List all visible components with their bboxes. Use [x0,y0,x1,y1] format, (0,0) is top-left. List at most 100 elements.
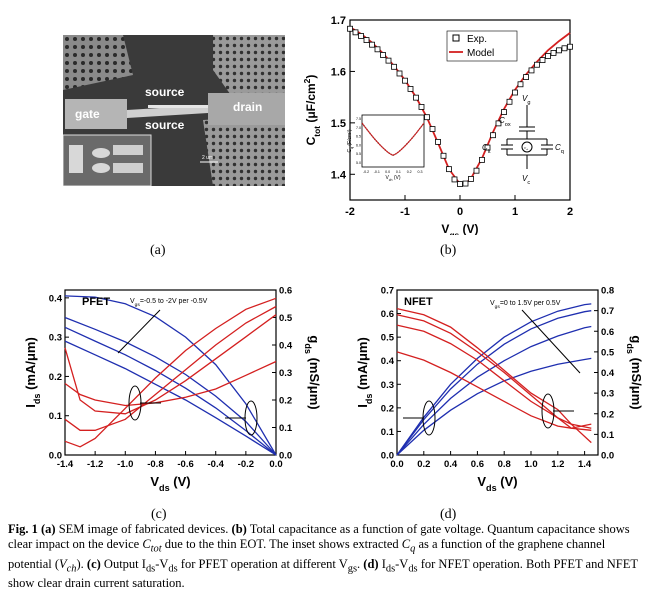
caption-d-text: I [378,556,386,571]
exp-point [462,180,469,187]
y2-tick-label: 0.6 [601,327,614,338]
y-axis-label: Ids (mA/μm) [23,337,42,408]
exp-point [512,89,518,96]
caption-ctot-sub: tot [150,543,162,555]
exp-point [490,132,496,139]
sem-pad-topleft [63,35,133,90]
gds-curve [396,307,592,444]
caption-cq: C [401,537,411,551]
caption-c-text3: for PFET operation at different V [177,556,348,571]
y-tick-label: 0.0 [381,451,394,462]
exp-point [473,167,480,174]
device-tag: NFET [404,296,433,308]
inset-y-tick-label: 7.5 [356,117,361,121]
y2-tick-label: 0.3 [601,389,614,400]
y-tick-label: 0.3 [49,333,62,344]
vch-source [521,141,533,153]
y-tick-label: 1.7 [331,15,346,27]
caption-d: (d) [363,556,379,571]
sem-label-scale: 2 um [202,155,213,161]
exp-point [545,53,551,59]
circuit-cq-label: Cq [555,143,564,155]
inset-x-tick-label: -0.1 [374,170,380,174]
sem-image: gate source drain source 2 um [63,35,285,186]
caption-vch: V [59,556,67,571]
y2-axis-label: gds (mS/μm) [625,335,644,409]
exp-point [556,47,562,54]
y2-tick-label: 0.0 [601,451,614,462]
caption-b: (b) [231,522,247,536]
ids-curve [396,303,592,456]
device-tag: PFET [82,296,110,308]
x-tick-label: 1.2 [551,459,564,470]
exp-point [451,176,458,183]
y-tick-label: 0.1 [49,411,63,422]
caption-b-text4: ). [76,556,87,571]
exp-point [501,109,507,115]
caption-d-ids-sub: ds [385,563,396,574]
exp-point [457,181,463,187]
ids-curve [64,295,277,456]
y2-axis-label: gds (mS/μm) [303,335,322,409]
circuit-diagram [501,105,553,169]
exp-point [523,74,529,80]
y2-tick-label: 0.5 [279,313,293,324]
chart-b: -2 -1 0 1 2 1.4 1.5 1.6 1.7 Vgs (V) Ctot (μF/cm2) E… [302,15,573,235]
inset-x-tick-label: 0.2 [407,170,412,174]
caption-ctot: C [142,537,151,551]
inset-y-tick-label: 6.0 [356,143,361,147]
exp-point [528,67,535,74]
ids-curve [396,310,592,456]
y-tick-label: 0.4 [381,356,395,367]
legend-exp-label: Exp. [467,34,487,45]
caption-c-vgs-sub: gs [347,563,358,574]
ids-curve [64,340,277,456]
sem-label-drain: drain [233,100,262,114]
ids-curve [64,326,277,456]
sem-channel-line [127,105,208,118]
inset-x-tick-label: -0.2 [363,170,369,174]
circuit-vch-label: Vch [524,146,529,151]
sem-drain-pad [208,93,285,125]
y2-tick-label: 0.3 [279,368,292,379]
caption-c-text4: . [357,556,364,571]
exp-point [517,81,524,88]
exp-point [402,77,408,84]
inset-x-tick-label: 0.3 [418,170,423,174]
exp-point [435,138,441,145]
inset-y-label: Cq (F/cm²) [347,129,354,152]
gds-curve [64,297,277,448]
x-tick-label: 0.2 [417,459,430,470]
inset-y-tick-label: 6.5 [356,135,361,139]
caption-c: (c) [86,556,101,571]
exp-point [468,176,474,182]
caption-b-text2: due to the thin EOT. The inset shows ext… [161,537,402,551]
exp-point [446,166,452,173]
gds-curve [396,314,592,429]
gds-curve [64,360,277,407]
exp-point [506,98,513,105]
caption-b-text: Total capacitance as a function of gate … [8,522,630,551]
exp-point [539,57,546,64]
y-tick-label: 1.4 [331,169,347,181]
exp-point [396,70,403,77]
x-tick-label: 1 [512,206,518,218]
x-tick-label: 1.0 [524,459,537,470]
y-tick-label: 0.2 [49,372,62,383]
x-tick-label: -0.6 [177,459,193,470]
chart-frame [396,289,599,456]
caption-c-vds-sub: ds [168,563,178,574]
exp-point [347,25,353,32]
caption-fig: Fig. 1 [8,522,38,536]
y2-tick-label: 0.7 [601,306,614,317]
caption-d-vds-sub: ds [408,563,418,574]
axis-marker-oval [244,400,258,436]
x-axis-label: Vds (V) [477,474,517,493]
caption-a-text: SEM image of fabricated devices. [55,522,232,536]
exp-point [550,50,557,56]
y-tick-label: 0.7 [381,286,394,297]
caption-vch-sub: ch [66,563,77,574]
y-axis-label: Ids (mA/μm) [355,337,374,408]
sem-label-gate: gate [75,107,100,121]
exp-point [391,63,397,70]
